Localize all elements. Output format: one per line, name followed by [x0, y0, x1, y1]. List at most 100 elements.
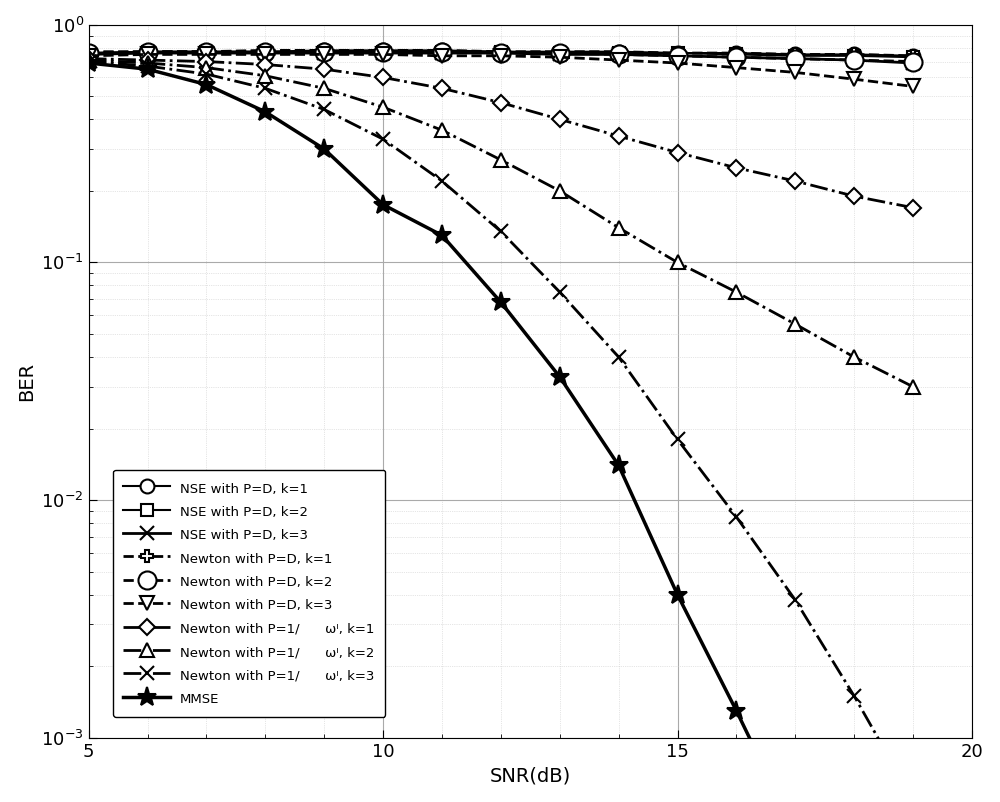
Newton with P=1/      ωᴵ, k=1	[436, 83, 448, 93]
MMSE	[142, 64, 154, 74]
NSE with P=D, k=2	[848, 51, 860, 61]
Newton with P=1/      ωᴵ, k=3	[907, 795, 919, 802]
Newton with P=D, k=1	[613, 47, 625, 56]
NSE with P=D, k=2	[259, 47, 271, 56]
Line: Newton with P=1/      ωᴵ, k=2: Newton with P=1/ ωᴵ, k=2	[82, 53, 920, 394]
Newton with P=D, k=3	[789, 67, 801, 77]
Newton with P=1/      ωᴵ, k=3	[142, 61, 154, 71]
Newton with P=1/      ωᴵ, k=3	[318, 105, 330, 115]
Newton with P=1/      ωᴵ, k=3	[554, 287, 566, 297]
MMSE	[200, 79, 212, 89]
NSE with P=D, k=2	[495, 47, 507, 56]
Newton with P=1/      ωᴵ, k=2	[613, 223, 625, 233]
MMSE	[554, 372, 566, 382]
NSE with P=D, k=1	[142, 47, 154, 56]
NSE with P=D, k=3	[789, 54, 801, 63]
NSE with P=D, k=1	[848, 50, 860, 59]
Newton with P=D, k=3	[83, 51, 95, 61]
Newton with P=D, k=2	[259, 47, 271, 56]
NSE with P=D, k=2	[554, 48, 566, 58]
NSE with P=D, k=2	[436, 47, 448, 56]
NSE with P=D, k=3	[554, 50, 566, 59]
Newton with P=D, k=3	[259, 50, 271, 59]
Newton with P=D, k=3	[142, 50, 154, 59]
Newton with P=1/      ωᴵ, k=3	[495, 227, 507, 237]
Legend: NSE with P=D, k=1, NSE with P=D, k=2, NSE with P=D, k=3, Newton with P=D, k=1, N: NSE with P=D, k=1, NSE with P=D, k=2, NS…	[113, 470, 385, 717]
Newton with P=1/      ωᴵ, k=3	[789, 595, 801, 605]
NSE with P=D, k=1	[554, 47, 566, 56]
Newton with P=1/      ωᴵ, k=1	[789, 176, 801, 186]
Newton with P=1/      ωᴵ, k=2	[672, 257, 684, 267]
Line: NSE with P=D, k=1: NSE with P=D, k=1	[82, 43, 920, 63]
Newton with P=1/      ωᴵ, k=1	[907, 203, 919, 213]
Newton with P=D, k=2	[907, 57, 919, 67]
Newton with P=1/      ωᴵ, k=3	[672, 435, 684, 444]
Newton with P=1/      ωᴵ, k=2	[142, 59, 154, 68]
Newton with P=1/      ωᴵ, k=3	[200, 69, 212, 79]
Newton with P=1/      ωᴵ, k=2	[848, 352, 860, 362]
Newton with P=D, k=2	[436, 47, 448, 56]
Newton with P=1/      ωᴵ, k=2	[730, 287, 742, 297]
Newton with P=1/      ωᴵ, k=1	[672, 148, 684, 157]
Newton with P=D, k=3	[730, 63, 742, 72]
Line: Newton with P=D, k=1: Newton with P=D, k=1	[82, 44, 919, 62]
NSE with P=D, k=2	[200, 47, 212, 56]
MMSE	[436, 230, 448, 240]
NSE with P=D, k=3	[613, 50, 625, 59]
NSE with P=D, k=1	[789, 50, 801, 59]
Newton with P=1/      ωᴵ, k=3	[730, 512, 742, 522]
Newton with P=D, k=2	[200, 47, 212, 56]
MMSE	[377, 200, 389, 209]
Line: NSE with P=D, k=3: NSE with P=D, k=3	[82, 46, 920, 70]
Newton with P=1/      ωᴵ, k=1	[554, 115, 566, 124]
Newton with P=D, k=1	[142, 47, 154, 56]
Newton with P=D, k=1	[848, 50, 860, 59]
NSE with P=D, k=3	[848, 55, 860, 65]
NSE with P=D, k=3	[200, 48, 212, 58]
Newton with P=1/      ωᴵ, k=2	[83, 55, 95, 65]
NSE with P=D, k=2	[377, 47, 389, 56]
Newton with P=1/      ωᴵ, k=3	[848, 691, 860, 701]
NSE with P=D, k=1	[672, 48, 684, 58]
Newton with P=D, k=1	[554, 47, 566, 56]
NSE with P=D, k=2	[672, 48, 684, 58]
NSE with P=D, k=3	[907, 59, 919, 68]
Y-axis label: BER: BER	[17, 362, 36, 401]
Newton with P=D, k=2	[672, 51, 684, 61]
NSE with P=D, k=3	[83, 50, 95, 59]
MMSE	[613, 460, 625, 470]
Newton with P=1/      ωᴵ, k=3	[259, 83, 271, 93]
NSE with P=D, k=1	[495, 47, 507, 56]
Newton with P=D, k=3	[200, 50, 212, 59]
Newton with P=1/      ωᴵ, k=1	[83, 54, 95, 63]
Newton with P=D, k=2	[730, 52, 742, 62]
Newton with P=1/      ωᴵ, k=2	[554, 186, 566, 196]
MMSE	[318, 144, 330, 154]
NSE with P=D, k=1	[436, 46, 448, 55]
Newton with P=D, k=3	[377, 50, 389, 59]
Newton with P=D, k=1	[318, 46, 330, 55]
Newton with P=D, k=3	[848, 75, 860, 84]
Newton with P=D, k=1	[789, 50, 801, 59]
NSE with P=D, k=1	[613, 47, 625, 56]
MMSE	[672, 590, 684, 600]
Newton with P=1/      ωᴵ, k=3	[613, 352, 625, 362]
Newton with P=1/      ωᴵ, k=1	[318, 64, 330, 74]
NSE with P=D, k=1	[318, 46, 330, 55]
Newton with P=D, k=1	[377, 46, 389, 55]
Line: Newton with P=D, k=3: Newton with P=D, k=3	[82, 47, 920, 93]
Newton with P=D, k=1	[436, 46, 448, 55]
Newton with P=1/      ωᴵ, k=1	[142, 55, 154, 65]
NSE with P=D, k=1	[200, 47, 212, 56]
Newton with P=1/      ωᴵ, k=1	[613, 132, 625, 141]
Newton with P=1/      ωᴵ, k=1	[200, 57, 212, 67]
Newton with P=D, k=2	[142, 47, 154, 56]
Newton with P=D, k=1	[259, 46, 271, 55]
Newton with P=D, k=3	[613, 55, 625, 65]
Newton with P=D, k=2	[613, 50, 625, 59]
Newton with P=D, k=2	[83, 48, 95, 58]
Newton with P=1/      ωᴵ, k=1	[848, 192, 860, 201]
NSE with P=D, k=1	[259, 47, 271, 56]
Newton with P=1/      ωᴵ, k=2	[436, 125, 448, 135]
Newton with P=1/      ωᴵ, k=2	[907, 382, 919, 391]
